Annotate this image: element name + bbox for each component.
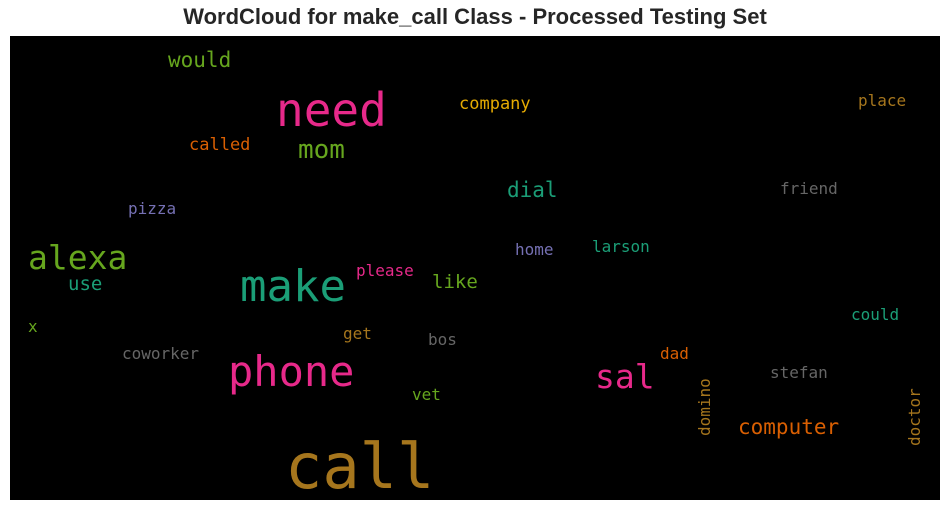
word-get: get [343,324,372,343]
word-dad: dad [660,344,689,363]
word-make: make [240,261,346,312]
word-could: could [851,305,899,324]
word-vet: vet [412,385,441,404]
word-doctor: doctor [905,388,924,446]
word-would: would [168,48,231,72]
word-like: like [432,271,478,293]
word-mom: mom [298,135,345,165]
word-dial: dial [507,178,558,202]
word-x: x [28,317,38,336]
word-friend: friend [780,179,838,198]
word-domino: domino [695,378,714,436]
word-phone: phone [228,347,354,396]
word-called: called [189,135,250,155]
word-company: company [459,94,531,114]
word-home: home [515,240,554,259]
word-please: please [356,261,414,280]
word-coworker: coworker [122,344,199,363]
word-computer: computer [738,415,839,439]
word-sal: sal [595,357,655,396]
word-alexa: alexa [28,238,127,277]
wordcloud-canvas: call make phone need alexa sal mom computer woul… [10,36,940,500]
word-stefan: stefan [770,363,828,382]
word-larson: larson [592,237,650,256]
word-call: call [285,430,434,500]
wordcloud-svg: call make phone need alexa sal mom computer woul… [28,48,924,500]
word-use: use [68,273,102,295]
chart-title: WordCloud for make_call Class - Processe… [183,4,767,29]
word-need: need [276,83,387,137]
word-pizza: pizza [128,199,176,218]
word-bos: bos [428,330,457,349]
word-place: place [858,91,906,110]
